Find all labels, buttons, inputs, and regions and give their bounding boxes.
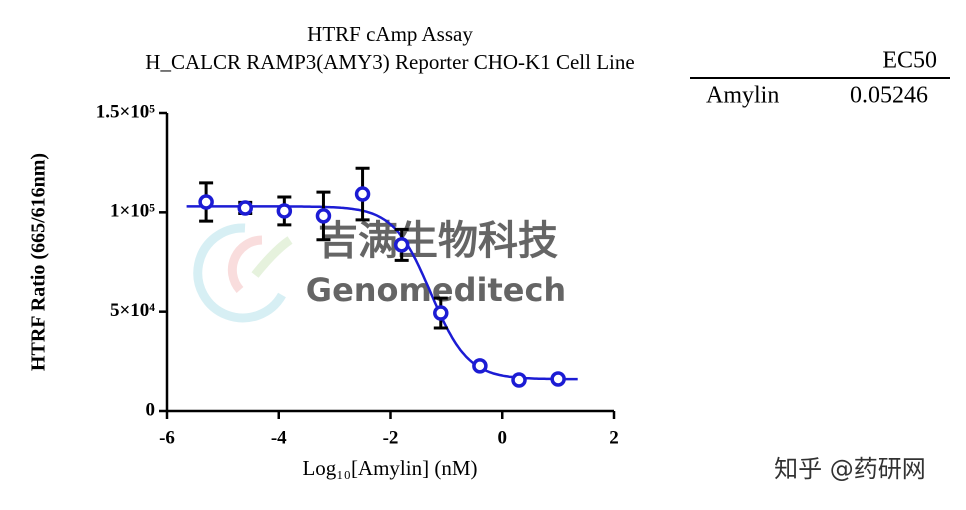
data-point: [198, 194, 214, 210]
x-tick-label: 0: [498, 427, 508, 448]
chart-subtitle: H_CALCR RAMP3(AMY3) Reporter CHO-K1 Cell…: [145, 50, 634, 74]
x-tick-label: -4: [271, 427, 287, 448]
data-point: [511, 372, 527, 388]
y-tick-label: 1.5×10⁵: [96, 101, 156, 122]
watermark: 吉满生物科技: [318, 218, 558, 264]
data-point: [393, 237, 410, 253]
x-axis-label: Log₁₀[Amylin] (nM): [302, 456, 477, 480]
data-point: [276, 203, 293, 219]
watermark-logo: [193, 223, 293, 323]
y-tick-label: 0: [146, 399, 156, 420]
table-header: EC50: [882, 48, 937, 74]
x-tick-label: 2: [609, 427, 619, 448]
watermark: 知乎 @药研网: [774, 455, 926, 483]
x-tick-label: -6: [159, 427, 175, 448]
data-point: [550, 371, 566, 387]
data-point: [315, 208, 332, 224]
y-axis-label: HTRF Ratio (665/616nm): [28, 153, 50, 371]
data-point: [472, 358, 488, 374]
chart-title: HTRF cAmp Assay: [307, 22, 473, 46]
table-row-name: Amylin: [706, 83, 779, 109]
y-tick-label: 1×10⁵: [110, 201, 155, 222]
data-point: [354, 186, 371, 202]
data-point: [433, 305, 449, 321]
table-row-value: 0.05246: [850, 83, 928, 109]
x-tick-label: -2: [383, 427, 399, 448]
y-tick-label: 5×10⁴: [110, 300, 155, 321]
data-point: [237, 200, 253, 216]
